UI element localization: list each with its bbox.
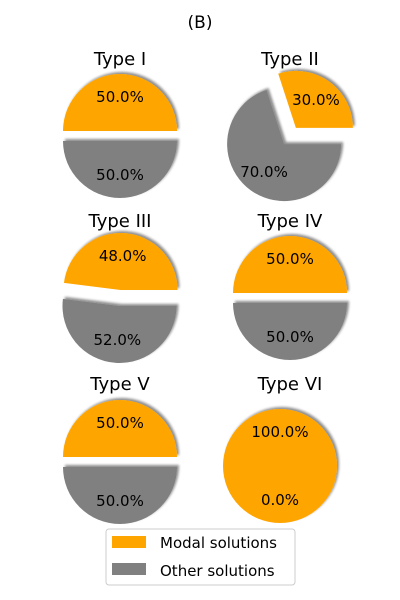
slice-percent-label: 50.0%	[266, 328, 314, 346]
other-slice	[62, 298, 177, 363]
slice-percent-label: 30.0%	[292, 91, 340, 109]
pie-title: Type I	[93, 49, 146, 70]
slice-percent-label: 0.0%	[261, 491, 299, 509]
legend-label-modal: Modal solutions	[160, 534, 277, 552]
modal-slice	[63, 400, 177, 457]
other-slice	[233, 303, 347, 360]
pie-2: Type II 30.0% 70.0%	[227, 49, 353, 202]
modal-slice	[233, 236, 347, 293]
legend-frame	[105, 528, 296, 586]
legend-swatch-other	[112, 563, 146, 575]
pie-1: Type I 50.0% 50.0%	[63, 49, 177, 198]
slice-percent-label: 50.0%	[96, 492, 144, 510]
slice-percent-label: 50.0%	[96, 88, 144, 106]
modal-slice	[63, 233, 178, 291]
pie-6: Type VI 100.0% 0.0%	[223, 374, 337, 523]
slice-percent-label: 50.0%	[266, 250, 314, 268]
slice-percent-label: 70.0%	[240, 163, 288, 181]
slice-percent-label: 100.0%	[251, 423, 308, 441]
pie-title: Type VI	[257, 374, 323, 395]
pie-title: Type II	[260, 49, 319, 70]
pie-4: Type IV 50.0% 50.0%	[233, 211, 347, 360]
modal-slice	[223, 409, 337, 523]
pie-title: Type III	[88, 211, 152, 232]
other-slice	[63, 467, 177, 524]
slice-percent-label: 50.0%	[96, 166, 144, 184]
legend: Modal solutions Other solutions	[105, 528, 296, 586]
modal-slice	[278, 70, 353, 128]
slice-percent-label: 52.0%	[94, 331, 142, 349]
legend-swatch-modal	[112, 536, 146, 548]
legend-label-other: Other solutions	[160, 562, 275, 580]
pie-3: Type III 48.0% 52.0%	[62, 211, 178, 363]
pie-5: Type V 50.0% 50.0%	[63, 374, 177, 524]
modal-slice	[63, 74, 177, 131]
pie-title: Type V	[89, 374, 150, 395]
other-slice	[227, 89, 342, 202]
figure-title: (B)	[188, 13, 213, 33]
other-slice	[63, 141, 177, 198]
slice-percent-label: 50.0%	[96, 414, 144, 432]
pie-title: Type IV	[257, 211, 323, 232]
slice-percent-label: 48.0%	[99, 247, 147, 265]
